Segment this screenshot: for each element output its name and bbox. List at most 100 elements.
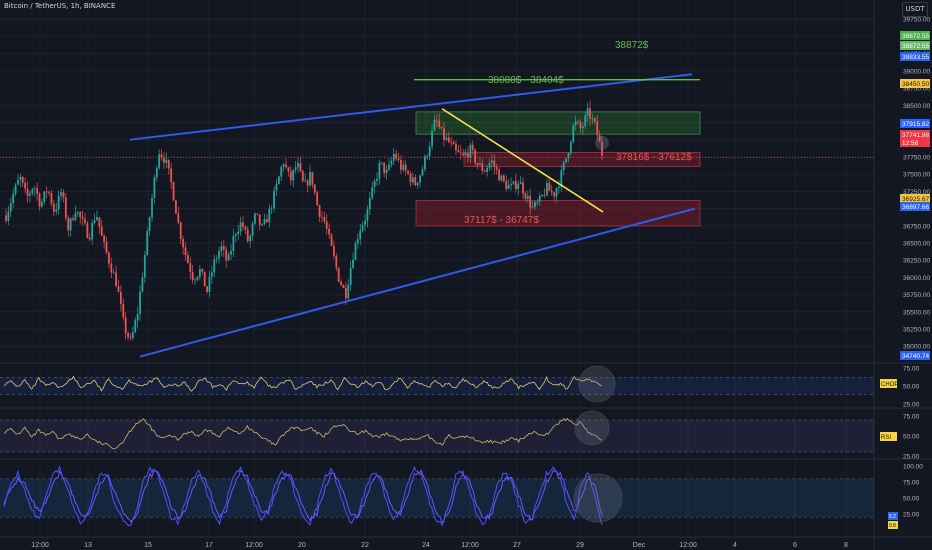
candle	[127, 331, 129, 341]
candle	[376, 172, 378, 186]
candle-body	[110, 263, 113, 273]
candle	[558, 179, 560, 194]
candle-body	[14, 184, 17, 194]
price-label-box	[900, 138, 930, 147]
candle	[45, 186, 48, 199]
candle	[304, 173, 307, 182]
candle-body	[531, 207, 534, 208]
candle-body	[488, 162, 491, 168]
candle-body	[55, 209, 58, 212]
candle	[69, 217, 72, 237]
candle	[177, 206, 180, 225]
candle	[318, 204, 321, 222]
price-tick-label: 37750.00	[903, 154, 930, 161]
drawings[interactable]	[129, 73, 700, 358]
candle	[474, 148, 477, 167]
candle	[467, 146, 469, 163]
candle	[359, 223, 362, 246]
candle	[366, 205, 369, 228]
candle-body	[7, 211, 10, 221]
time-tick-label: Dec	[633, 542, 646, 549]
candle	[84, 213, 86, 226]
candle	[244, 224, 247, 235]
candle	[479, 156, 481, 166]
candle	[129, 333, 132, 341]
candle	[507, 179, 510, 190]
candle-body	[98, 217, 101, 227]
price-tick-label: 37250.00	[903, 189, 930, 196]
candle	[450, 136, 453, 147]
candle-body	[321, 216, 323, 218]
candle	[131, 326, 134, 341]
candle	[569, 140, 572, 156]
candle-body	[335, 256, 338, 268]
candle-body	[203, 271, 206, 287]
indicator-panes	[0, 377, 874, 518]
candle-body	[74, 213, 77, 220]
candle-body	[184, 247, 187, 255]
candle	[170, 163, 173, 189]
price-label-text: 34740.74	[902, 353, 929, 360]
candle	[313, 183, 316, 195]
candle	[88, 233, 91, 242]
candle-body	[445, 137, 448, 140]
candle-body	[220, 246, 223, 251]
candle	[148, 216, 151, 237]
candle	[256, 213, 259, 216]
candle-body	[119, 291, 122, 304]
candle-body	[541, 194, 544, 197]
candle-body	[364, 220, 366, 225]
candle	[364, 214, 366, 232]
candle-body	[572, 125, 575, 142]
candle-body	[323, 217, 326, 222]
candle-body	[289, 171, 292, 181]
candle-body	[158, 154, 161, 168]
price-tick-label: 35250.00	[903, 327, 930, 334]
candle	[81, 210, 84, 226]
candle-body	[189, 263, 192, 272]
candle-body	[208, 276, 211, 292]
candle	[100, 219, 103, 236]
candle	[179, 221, 182, 245]
time-tick-label: 17	[205, 542, 213, 549]
candle	[352, 252, 354, 270]
candle	[440, 126, 443, 130]
candle	[242, 215, 244, 232]
candle	[52, 199, 55, 217]
rsi-line	[3, 417, 603, 450]
candle	[93, 213, 96, 225]
candle	[9, 197, 12, 218]
price-label-box	[900, 41, 930, 50]
indicator-tick-label: 75.00	[903, 414, 920, 421]
candle-body	[280, 166, 283, 177]
candle-body	[498, 169, 500, 181]
candle-body	[510, 183, 512, 185]
candle	[74, 205, 77, 222]
candle-body	[493, 160, 496, 168]
candle	[17, 174, 19, 186]
candle	[158, 148, 161, 170]
candle	[119, 285, 122, 312]
currency-selector[interactable]: USDT	[902, 2, 928, 17]
price-tick-label: 37500.00	[903, 172, 930, 179]
candle-body	[452, 142, 455, 145]
candle	[457, 145, 460, 153]
candle	[227, 251, 230, 262]
candle	[215, 255, 218, 264]
price-tick-label: 35500.00	[903, 309, 930, 316]
candle	[294, 161, 297, 174]
candle	[139, 284, 141, 321]
candle-body	[155, 167, 158, 178]
candle-body	[309, 171, 311, 186]
candle	[560, 165, 563, 192]
candle	[505, 175, 508, 192]
candle	[407, 169, 410, 176]
indicator-tick-label: 25.00	[903, 402, 920, 409]
candle-body	[349, 267, 352, 285]
candle	[251, 221, 254, 241]
candle	[373, 178, 376, 194]
candle	[481, 158, 484, 175]
candle	[153, 174, 156, 204]
candle	[596, 115, 599, 141]
